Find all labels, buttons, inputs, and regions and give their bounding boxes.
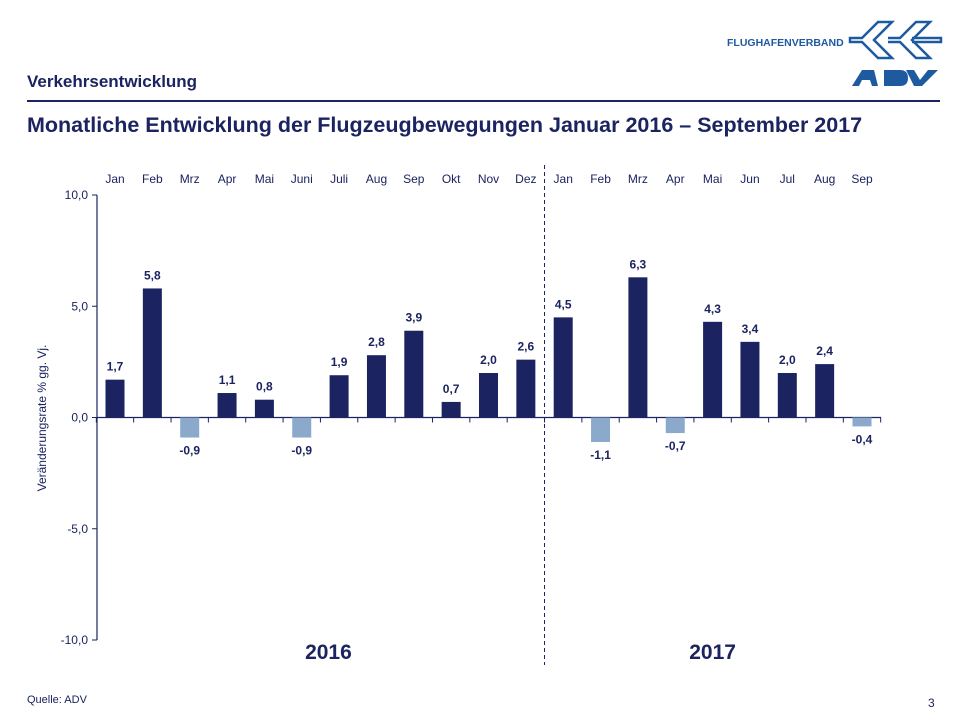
category-label: Sep	[403, 172, 425, 186]
data-label: -0,4	[852, 432, 873, 446]
bar	[815, 364, 835, 418]
bar	[441, 401, 461, 418]
bar	[404, 330, 424, 418]
category-label: Feb	[590, 172, 611, 186]
bar	[852, 417, 872, 427]
bar	[329, 375, 349, 418]
category-label: Juni	[291, 172, 313, 186]
category-label: Apr	[666, 172, 685, 186]
data-label: 1,7	[107, 360, 124, 374]
category-label: Mai	[703, 172, 722, 186]
category-label: Juli	[330, 172, 348, 186]
category-label: Mrz	[628, 172, 648, 186]
bar	[703, 321, 723, 418]
data-label: 0,7	[443, 382, 460, 396]
category-label: Mrz	[180, 172, 200, 186]
bar	[777, 373, 797, 418]
y-tick-label: 0,0	[71, 411, 88, 425]
data-label: 2,6	[518, 340, 535, 354]
category-label: Sep	[851, 172, 873, 186]
data-label: -0,9	[291, 444, 312, 458]
bar	[254, 399, 274, 418]
bar	[591, 417, 611, 442]
bar	[366, 355, 386, 418]
category-label: Feb	[142, 172, 163, 186]
data-label: 1,1	[219, 373, 236, 387]
category-label: Dez	[515, 172, 536, 186]
data-label: 2,4	[816, 344, 833, 358]
bar	[553, 317, 573, 418]
data-label: 2,0	[779, 353, 796, 367]
category-label: Jun	[740, 172, 759, 186]
data-label: 5,8	[144, 268, 161, 282]
data-label: 4,3	[704, 302, 721, 316]
data-label: -0,7	[665, 439, 686, 453]
logo-text: FLUGHAFENVERBAND	[727, 37, 844, 49]
data-label: -0,9	[179, 444, 200, 458]
section-heading: Verkehrsentwicklung	[27, 72, 198, 91]
data-label: 2,8	[368, 335, 385, 349]
group-label: 2017	[689, 641, 736, 664]
group-label: 2016	[305, 641, 352, 664]
y-tick-label: 5,0	[71, 299, 88, 313]
category-label: Nov	[478, 172, 499, 186]
bar	[142, 288, 162, 418]
y-tick-label: -10,0	[61, 633, 89, 647]
category-label: Jan	[554, 172, 573, 186]
category-label: Jan	[105, 172, 124, 186]
y-axis-label: Veränderungsrate % gg. Vj.	[35, 345, 49, 492]
data-label: -1,1	[590, 448, 611, 462]
data-label: 1,9	[331, 355, 348, 369]
bar	[479, 373, 498, 418]
y-tick-label: 10,0	[65, 188, 89, 202]
bar	[105, 379, 125, 418]
category-label: Jul	[780, 172, 795, 186]
data-label: 0,8	[256, 380, 273, 394]
page-title: Monatliche Entwicklung der Flugzeugbeweg…	[27, 113, 863, 137]
page-number: 3	[928, 696, 935, 710]
header-divider	[27, 100, 940, 102]
bar	[217, 393, 237, 418]
category-label: Apr	[218, 172, 237, 186]
bar	[665, 417, 685, 434]
data-label: 2,0	[480, 353, 497, 367]
category-label: Aug	[814, 172, 835, 186]
data-label: 4,5	[555, 297, 572, 311]
category-label: Mai	[255, 172, 274, 186]
bar	[740, 341, 760, 418]
bar	[628, 277, 648, 418]
y-tick-label: -5,0	[67, 522, 88, 536]
data-label: 3,4	[742, 322, 759, 336]
bar	[292, 417, 312, 438]
bar	[516, 359, 536, 418]
adv-logo	[848, 20, 943, 86]
category-label: Aug	[366, 172, 387, 186]
data-label: 6,3	[630, 257, 647, 271]
bar	[180, 417, 200, 438]
category-label: Okt	[442, 172, 461, 186]
source-note: Quelle: ADV	[27, 694, 87, 706]
data-label: 3,9	[405, 311, 422, 325]
